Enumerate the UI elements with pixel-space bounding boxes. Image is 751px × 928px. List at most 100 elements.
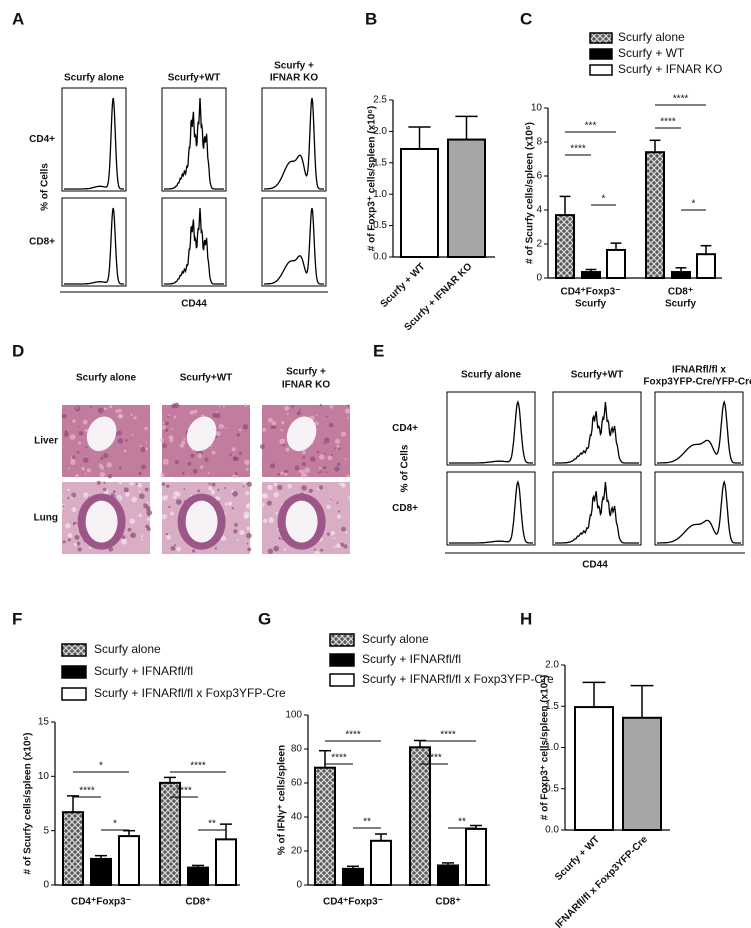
tissue-texture [62, 540, 66, 544]
histogram-frame [161, 87, 227, 192]
tissue-texture [141, 464, 147, 470]
tissue-texture [174, 460, 180, 465]
tissue-texture [131, 534, 133, 536]
tissue-texture [232, 491, 238, 497]
tissue-texture [323, 437, 330, 444]
x-tick-label: CD8⁺ [668, 287, 693, 298]
tissue-texture [334, 466, 340, 472]
tissue-texture [233, 529, 238, 534]
column-header: Scurfy+WT [571, 370, 624, 381]
tissue-texture [246, 526, 250, 531]
tissue-texture [347, 404, 350, 407]
row-label: CD8+ [29, 237, 55, 248]
tissue-texture [125, 492, 130, 497]
tissue-texture [165, 532, 169, 536]
tissue-texture [183, 438, 186, 441]
tissue-texture [76, 541, 81, 546]
tissue-texture [208, 486, 213, 491]
tissue-texture [262, 427, 267, 432]
tissue-texture [317, 471, 320, 474]
y-tick-label: 0 [536, 273, 542, 284]
significance-label: * [99, 761, 103, 772]
column-header: Scurfy alone [76, 373, 136, 384]
tissue-texture [336, 543, 341, 549]
tissue-texture [273, 491, 280, 498]
tissue-texture [236, 433, 240, 437]
histogram-curve [449, 480, 533, 544]
tissue-texture [214, 412, 221, 419]
tissue-texture [83, 457, 89, 463]
tissue-texture [174, 491, 178, 495]
y-tick-label: 60 [291, 778, 303, 789]
x-tick-label: CD4⁺Foxp3⁻ [560, 287, 620, 298]
tissue-texture [208, 482, 211, 485]
y-tick-label: 8 [536, 137, 542, 148]
histogram-curve [164, 97, 224, 190]
tissue-texture [183, 488, 186, 491]
tissue-texture [140, 538, 143, 541]
tissue-texture [129, 518, 136, 525]
tissue-texture [166, 484, 170, 488]
tissue-texture [71, 492, 77, 498]
y-axis-label: # of Foxp3⁺ cells/spleen (x10⁶) [540, 675, 551, 821]
y-tick-label: 5 [43, 825, 49, 836]
bar [465, 827, 487, 887]
tissue-texture [338, 447, 341, 450]
tissue-texture [245, 491, 250, 496]
tissue-texture [73, 542, 78, 547]
x-tick-label: CD8⁺ [435, 897, 460, 908]
tissue-texture [67, 533, 73, 538]
tissue-texture [298, 408, 301, 411]
tissue-texture [326, 532, 331, 536]
histogram-frame [261, 197, 327, 287]
tissue-texture [187, 462, 192, 466]
tissue-texture [165, 421, 169, 426]
tissue-texture [193, 409, 198, 414]
tissue-texture [233, 456, 238, 462]
tissue-texture [346, 416, 349, 419]
tissue-texture [242, 485, 245, 488]
tissue-texture [309, 456, 316, 462]
y-axis-label: # of Foxp3⁺ cells/spleen (x10⁶) [367, 106, 378, 252]
tissue-texture [267, 417, 274, 423]
tissue-texture [162, 421, 165, 424]
histogram-frame [654, 471, 744, 546]
legend-swatch [61, 665, 87, 679]
x-tick-label: Scurfy [665, 299, 697, 310]
tissue-texture [323, 466, 327, 470]
significance-label: ** [208, 819, 216, 830]
tissue-texture [143, 503, 148, 509]
y-tick-label: 0 [43, 880, 49, 891]
significance-label: * [113, 819, 117, 830]
tissue-texture [71, 455, 76, 460]
y-axis-label: % of Cells [40, 163, 51, 211]
tissue-texture [112, 490, 116, 494]
tissue-texture [341, 526, 346, 532]
y-tick-label: 10 [531, 103, 543, 114]
tissue-texture [337, 510, 340, 513]
tissue-texture [266, 500, 272, 506]
tissue-texture [338, 482, 342, 486]
tissue-texture [283, 548, 287, 551]
y-axis-label: % of Cells [400, 444, 411, 492]
significance-label: **** [176, 786, 192, 797]
vessel-lumen [186, 416, 217, 452]
tissue-texture [243, 514, 249, 520]
panel-label: F [12, 609, 22, 628]
tissue-texture [244, 403, 248, 407]
tissue-texture [84, 428, 88, 432]
tissue-texture [294, 465, 300, 471]
tissue-texture [273, 545, 280, 552]
y-tick-label: 4 [536, 205, 542, 216]
tissue-texture [313, 548, 316, 551]
tissue-texture [161, 425, 166, 430]
tissue-texture [316, 450, 320, 454]
tissue-texture [81, 466, 85, 471]
tissue-texture [162, 458, 169, 465]
tissue-texture [116, 430, 122, 436]
tissue-texture [301, 472, 307, 479]
tissue-texture [78, 441, 82, 445]
tissue-texture [135, 483, 138, 486]
x-axis-label: CD44 [582, 560, 608, 571]
